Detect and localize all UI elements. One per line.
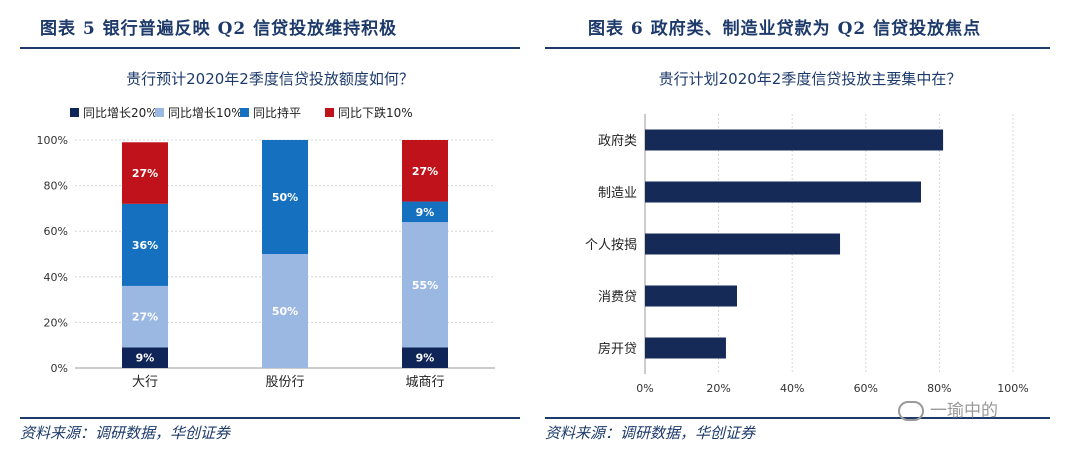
figure-5-title: 图表 5 银行普遍反映 Q2 信贷投放维持积极 <box>40 19 398 39</box>
x-tick-label: 80% <box>927 382 951 395</box>
watermark-text: 一瑜中的 <box>930 401 998 421</box>
legend-swatch <box>155 108 164 117</box>
bar-segment <box>262 254 308 368</box>
legend-label: 同比持平 <box>253 105 301 120</box>
x-tick-label: 60% <box>854 382 878 395</box>
data-label: 36% <box>132 239 158 252</box>
bar-segment <box>402 347 448 368</box>
chart-title: 贵行预计2020年2季度信贷投放额度如何？ <box>126 70 414 88</box>
bar <box>645 285 737 307</box>
bar-segment <box>122 203 168 286</box>
x-tick-label: 20% <box>706 382 730 395</box>
bar-segment <box>402 140 448 202</box>
left-bottom-rule <box>20 417 520 419</box>
y-tick-label: 房开贷 <box>598 341 637 357</box>
bar-segment <box>262 140 308 254</box>
y-tick-label: 60% <box>44 225 68 238</box>
y-tick-label: 0% <box>51 362 68 375</box>
data-label: 50% <box>272 305 298 318</box>
bar <box>645 129 944 151</box>
bar-segment <box>402 201 448 223</box>
x-tick-label: 100% <box>997 382 1028 395</box>
left-top-rule <box>20 47 520 49</box>
right-top-rule <box>545 47 1050 49</box>
x-tick-label: 股份行 <box>265 375 304 390</box>
bar <box>645 337 726 359</box>
data-label: 27% <box>132 311 158 324</box>
legend-label: 同比下跌10% <box>338 105 413 120</box>
x-tick-label: 40% <box>780 382 804 395</box>
y-tick-label: 80% <box>44 180 68 193</box>
y-tick-label: 100% <box>37 134 68 147</box>
stacked-bar-chart: 贵行预计2020年2季度信贷投放额度如何？ 同比增长20% 同比增长10% 同比持平 同… <box>37 70 495 390</box>
bar-segment <box>122 142 168 204</box>
figure-6-title: 图表 6 政府类、制造业贷款为 Q2 信贷投放焦点 <box>588 19 982 39</box>
bar <box>645 181 921 203</box>
data-label: 55% <box>412 279 438 292</box>
data-label: 9% <box>416 206 435 219</box>
y-tick-label: 消费贷 <box>598 290 637 305</box>
y-tick-label: 个人按揭 <box>585 238 637 253</box>
legend-swatch <box>70 108 79 117</box>
legend-swatch <box>240 108 249 117</box>
bar-segment <box>402 222 448 348</box>
y-tick-label: 政府类 <box>598 134 637 149</box>
bar-segment <box>122 347 168 368</box>
legend-label: 同比增长10% <box>168 106 243 120</box>
legend-label: 同比增长20% <box>83 106 158 120</box>
right-source-note: 资料来源：调研数据，华创证券 <box>545 424 756 442</box>
y-tick-label: 制造业 <box>598 186 637 201</box>
x-tick-label: 0% <box>636 382 653 395</box>
bar-segment <box>122 285 168 348</box>
left-source-note: 资料来源：调研数据，华创证券 <box>20 424 231 442</box>
watermark: 一瑜中的 <box>898 396 998 421</box>
data-label: 9% <box>136 352 155 365</box>
data-label: 50% <box>272 191 298 204</box>
data-label: 27% <box>132 167 158 180</box>
horizontal-bar-chart: 贵行计划2020年2季度信贷投放主要集中在？ 0% 20% 40% 60% 80% 100%… <box>585 70 1029 395</box>
legend-swatch <box>325 108 334 117</box>
y-tick-label: 20% <box>44 316 68 329</box>
y-tick-label: 40% <box>44 271 68 284</box>
x-tick-label: 大行 <box>132 375 158 390</box>
bar <box>645 233 841 255</box>
chart-title: 贵行计划2020年2季度信贷投放主要集中在？ <box>659 70 962 88</box>
right-bottom-rule <box>545 417 1050 419</box>
wechat-icon <box>898 401 924 421</box>
x-tick-label: 城商行 <box>405 375 444 390</box>
data-label: 27% <box>412 165 438 178</box>
data-label: 9% <box>416 352 435 365</box>
